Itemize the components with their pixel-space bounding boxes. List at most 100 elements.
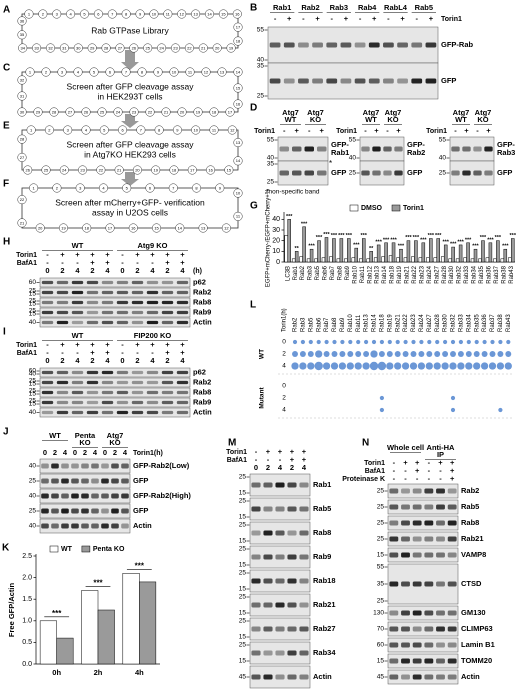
group-label: Atg9 KO (138, 241, 168, 250)
rab-circle (41, 67, 51, 77)
condition-value: - (46, 340, 49, 349)
mw-marker: 40 (29, 319, 37, 326)
band (269, 78, 281, 84)
rab-circle (169, 165, 179, 175)
row-label: Actin (461, 672, 480, 681)
rab-number: 16 (235, 11, 240, 16)
rab-circle (105, 67, 115, 77)
bubble (300, 339, 305, 345)
band (131, 280, 144, 285)
band (451, 146, 460, 152)
rab-number: 29 (90, 45, 95, 50)
band (91, 523, 99, 529)
band (121, 523, 129, 529)
flow-box (21, 129, 239, 171)
band (484, 146, 493, 152)
condition-value: 2 (113, 448, 117, 457)
condition-value: 0 (45, 356, 49, 365)
condition-value: - (274, 14, 277, 23)
condition-value: 0 (45, 266, 49, 275)
condition-value: - (76, 348, 79, 357)
band (287, 530, 297, 536)
x-tick-label: Rab13 (375, 265, 381, 283)
x-tick-label: LC3B (285, 266, 291, 281)
condition-value: + (415, 458, 420, 467)
x-tick-label: Rab18 (390, 265, 396, 283)
bar (458, 244, 463, 263)
band (424, 674, 434, 680)
band (86, 310, 99, 315)
condition-value: 0 (43, 448, 47, 457)
blot-strip (39, 277, 191, 288)
band (299, 674, 309, 680)
column-header: Rab35 (474, 314, 480, 332)
column-header: Rab38 (498, 314, 504, 332)
mw-marker: 25 (239, 546, 247, 553)
bubble (395, 339, 400, 345)
bar (388, 255, 393, 263)
band (436, 504, 445, 510)
rab-number: 4 (77, 69, 80, 74)
rab-circle (145, 183, 155, 193)
band (279, 170, 289, 176)
bubble (496, 362, 505, 370)
condition-label: BafA1 (227, 457, 247, 464)
bar (414, 240, 418, 263)
band (81, 493, 89, 499)
bar (511, 238, 515, 263)
bar (396, 257, 400, 263)
band (401, 626, 410, 632)
x-tick-label: Rab3 (308, 265, 314, 280)
condition-value: 2 (290, 463, 294, 472)
panel-letter: F (3, 179, 9, 190)
band (131, 310, 144, 315)
rab-circle (17, 152, 27, 162)
band (71, 508, 79, 514)
row-label: Actin (193, 317, 212, 326)
bubble (386, 362, 394, 370)
band (116, 380, 129, 385)
condition-value: 0 (120, 356, 124, 365)
bubble (409, 362, 418, 370)
rab-circle (191, 125, 201, 135)
band (116, 300, 129, 305)
band (71, 280, 84, 285)
row-label: Rab1 (331, 148, 349, 157)
bar (339, 238, 344, 263)
band (424, 658, 434, 664)
band (116, 410, 129, 415)
bar (302, 226, 306, 263)
condition-value: + (344, 14, 349, 23)
flow-text: Screen after GFP cleavage assay (67, 81, 195, 91)
rab-number: 4 (85, 127, 88, 132)
blot-strip (267, 26, 439, 64)
column-header: Rab33 (458, 314, 464, 332)
rab-circle (17, 91, 27, 101)
row-label: GFP-Rab (441, 40, 474, 49)
bar (329, 256, 333, 263)
condition-value: 4 (63, 448, 68, 457)
condition-value: - (121, 250, 124, 259)
rab-circle (59, 165, 69, 175)
condition-value: + (290, 447, 295, 456)
bar (359, 258, 363, 263)
rab-number: 32 (48, 45, 53, 50)
rab-circle (41, 165, 51, 175)
arrow (121, 50, 139, 70)
band (86, 400, 99, 405)
band (317, 146, 327, 152)
rab-number: 5 (83, 11, 86, 16)
rab-circle (58, 223, 69, 233)
condition-value: + (105, 258, 110, 267)
mw-marker: 25 (239, 594, 247, 601)
group-label: Rab2 (301, 3, 319, 12)
blot-strip (39, 297, 191, 308)
rab-circle (209, 125, 219, 135)
band (473, 170, 482, 176)
rab-circle (66, 9, 76, 19)
band (383, 170, 392, 176)
band (389, 626, 399, 632)
condition-value: + (150, 340, 155, 349)
band (56, 300, 69, 305)
band (41, 523, 49, 529)
